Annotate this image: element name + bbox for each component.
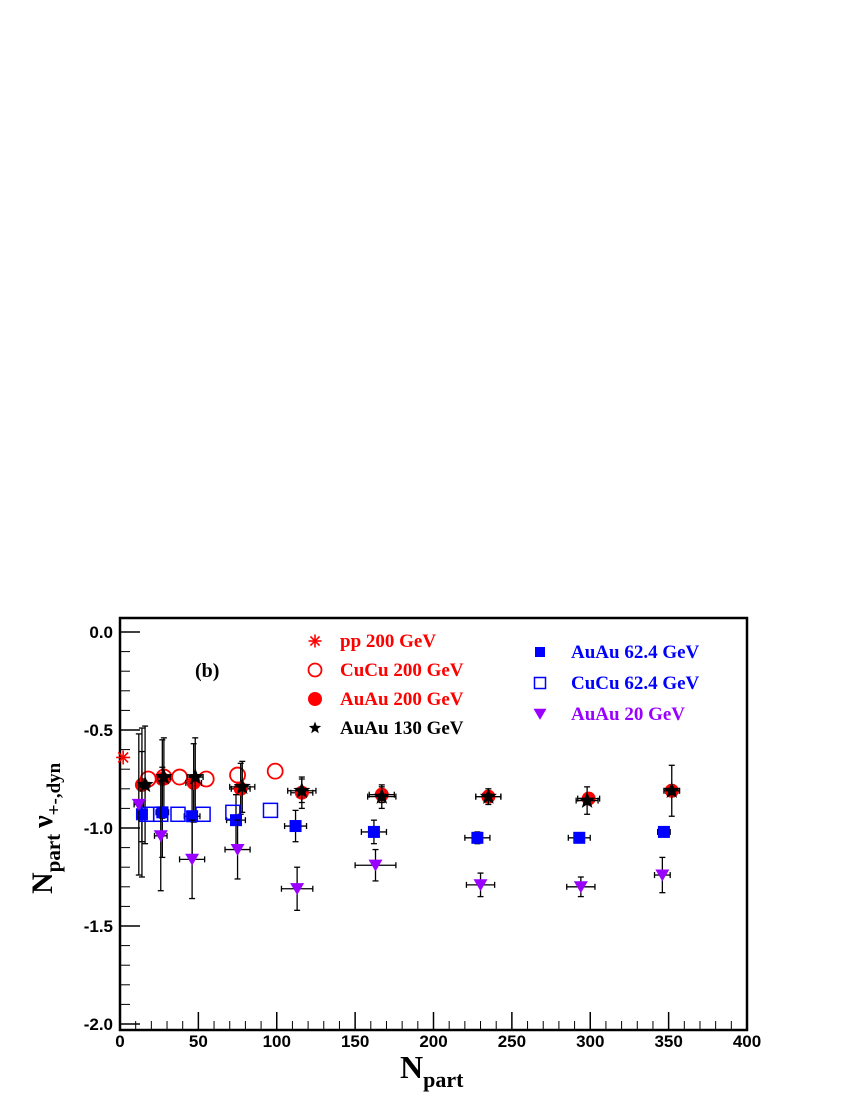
y-axis-title-sub2: +-,dyn [44, 762, 65, 815]
data-point [195, 806, 211, 823]
legend-marker [308, 634, 322, 648]
y-axis-title-sub1: part [41, 834, 65, 873]
y-tick-label: 0.0 [89, 623, 113, 642]
data-point [368, 859, 383, 872]
legend-marker [533, 676, 547, 690]
data-point [171, 768, 188, 786]
legend-item: CuCu 200 GeV [307, 660, 464, 681]
x-axis-ticks: 0 50 100 150 200 250 300 350 400 [115, 1012, 761, 1051]
legend-label: CuCu 200 GeV [340, 660, 464, 681]
series-3 [136, 725, 681, 845]
legend-label: AuAu 62.4 GeV [571, 642, 700, 663]
series-0 [116, 750, 131, 765]
x-tick-label: 250 [498, 1032, 526, 1051]
legend-label: pp 200 GeV [340, 631, 436, 652]
data-point [578, 791, 596, 808]
y-tick-label: -0.5 [84, 721, 113, 740]
legend-marker [307, 662, 323, 678]
y-axis-title-greek: ν [28, 815, 59, 829]
x-tick-label: 100 [263, 1032, 291, 1051]
data-series [116, 725, 681, 911]
data-point [225, 804, 241, 821]
data-point [186, 768, 204, 785]
data-point [289, 820, 302, 833]
data-point [373, 787, 391, 804]
data-point [663, 781, 681, 799]
legend-item: CuCu 62.4 GeV [533, 673, 700, 694]
legend-label: CuCu 62.4 GeV [571, 673, 700, 694]
legend-label: AuAu 200 GeV [340, 689, 464, 710]
legend-marker [533, 708, 547, 720]
data-point [573, 881, 588, 894]
data-point [473, 879, 488, 892]
legend-item: AuAu 130 GeV [308, 718, 464, 739]
data-point [233, 777, 251, 795]
data-point [367, 825, 380, 838]
y-tick-label: -2.0 [84, 1015, 113, 1034]
data-point [290, 883, 305, 896]
x-axis-title-main: N [400, 1049, 423, 1085]
data-point [657, 825, 670, 838]
x-tick-label: 0 [115, 1032, 124, 1051]
y-axis-title-main: N [26, 872, 59, 894]
x-axis-title: Npart [400, 1049, 464, 1092]
x-tick-label: 300 [576, 1032, 604, 1051]
legend-item: AuAu 200 GeV [308, 689, 464, 710]
y-axis-title: Npart ν+-,dyn [26, 762, 65, 894]
x-tick-label: 400 [733, 1032, 761, 1051]
legend-item: pp 200 GeV [308, 631, 436, 652]
legend-item: AuAu 20 GeV [533, 704, 685, 725]
series-6 [131, 733, 671, 911]
y-axis-ticks: 0.0 -0.5 -1.0 -1.5 -2.0 [84, 623, 140, 1034]
data-point [116, 750, 131, 765]
legend-item: AuAu 62.4 GeV [535, 642, 700, 663]
series-2 [134, 727, 679, 843]
y-tick-label: -1.5 [84, 917, 113, 936]
data-point [262, 802, 279, 819]
data-point [131, 798, 146, 811]
x-axis-title-sub: part [423, 1067, 464, 1092]
data-point [293, 781, 311, 799]
x-tick-label: 150 [341, 1032, 369, 1051]
data-point [655, 869, 670, 882]
data-point [170, 806, 186, 823]
data-point [186, 810, 199, 823]
x-tick-label: 50 [189, 1032, 208, 1051]
legend-label: AuAu 130 GeV [340, 718, 464, 739]
data-point [266, 762, 284, 780]
legend-marker [535, 647, 545, 657]
legend-label: AuAu 20 GeV [571, 704, 685, 725]
panel-label: (b) [195, 660, 219, 682]
data-point [479, 787, 497, 804]
data-point [230, 843, 245, 856]
data-point [136, 775, 154, 793]
data-point [155, 768, 173, 785]
x-tick-label: 200 [419, 1032, 447, 1051]
data-point [156, 806, 169, 819]
data-point [135, 808, 148, 821]
legend-marker [308, 721, 322, 734]
data-point [471, 831, 484, 844]
data-point [153, 830, 168, 843]
data-point [573, 831, 586, 844]
x-tick-label: 350 [654, 1032, 682, 1051]
data-point [185, 853, 200, 866]
legend-marker [308, 692, 322, 706]
legend: pp 200 GeV CuCu 200 GeV AuAu 200 GeV AuAu 1… [307, 631, 700, 739]
y-tick-label: -1.0 [84, 819, 113, 838]
